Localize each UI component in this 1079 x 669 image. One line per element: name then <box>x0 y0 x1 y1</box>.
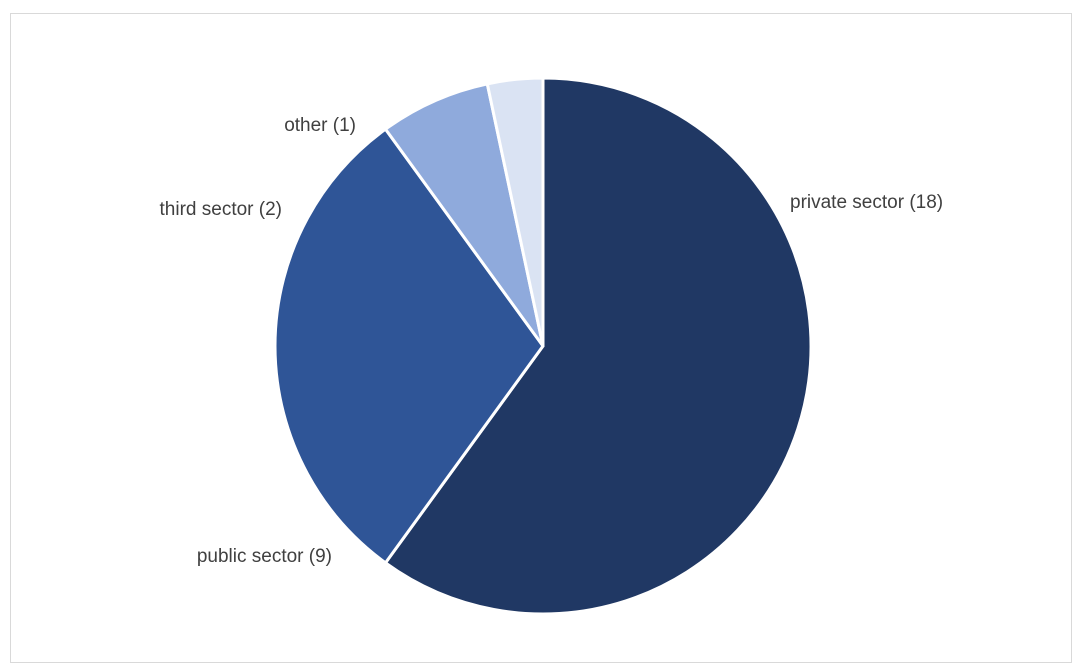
slice-label-public-sector: public sector (9) <box>197 546 332 567</box>
pie-labels: private sector (18) public sector (9) th… <box>160 115 944 567</box>
pie-slice-third-sector <box>383 82 545 348</box>
slice-label-third-sector: third sector (2) <box>160 199 282 220</box>
pie-slice-public-sector <box>273 127 545 565</box>
pie-slice-private-sector <box>383 76 813 616</box>
slice-label-other: other (1) <box>284 115 356 136</box>
pie-slice-other <box>485 76 545 348</box>
slice-label-private-sector: private sector (18) <box>790 192 943 213</box>
pie-slices <box>273 76 813 616</box>
